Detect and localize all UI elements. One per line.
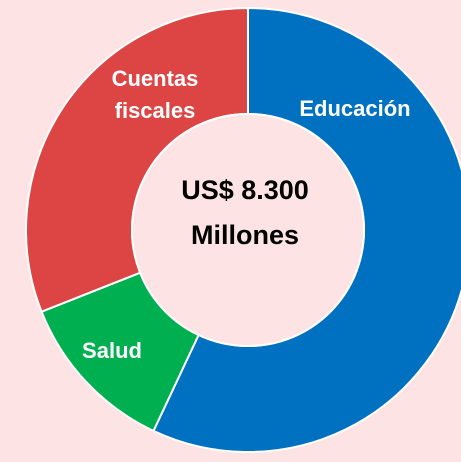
labels: Educación Salud Cuentas fiscales: [82, 66, 411, 363]
center-text: US$ 8.300: [181, 175, 309, 205]
slice-label: Salud: [82, 338, 142, 363]
slice-label: Cuentas fiscales: [112, 66, 199, 123]
center-text: Millones: [191, 220, 299, 250]
slice-label: Educación: [299, 96, 410, 121]
slices: [25, 6, 461, 453]
donut-hole: [131, 113, 365, 347]
